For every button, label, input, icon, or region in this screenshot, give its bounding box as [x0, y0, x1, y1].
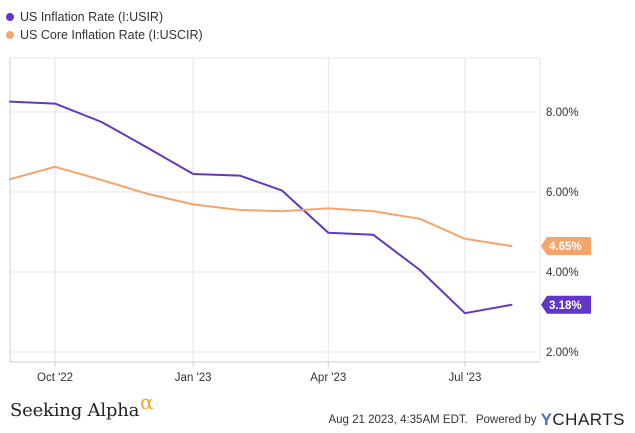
last-value-tag-0: [541, 295, 591, 314]
legend-dot-icon: [6, 31, 14, 39]
y-tick-label: 2.00%: [546, 347, 579, 359]
ycharts-brand-text: CHARTS: [552, 410, 625, 429]
last-value-label-1: 4.65%: [549, 241, 582, 253]
x-tick-label: Jul '23: [448, 372, 481, 384]
legend-item-us-inflation[interactable]: US Inflation Rate (I:USIR): [6, 8, 203, 26]
chart-footer: Aug 21 2023, 4:35AM EDT. Powered by YCHA…: [328, 410, 625, 430]
last-value-label-0: 3.18%: [549, 300, 582, 312]
seeking-alpha-logo[interactable]: Seeking Alphaα: [10, 390, 154, 421]
last-value-tags: 3.18% 4.65%: [541, 237, 591, 314]
chart-axes: 2.00% 4.00% 6.00% 8.00% Oct '22 Jan '23 Apr '2…: [10, 107, 579, 384]
chart-legend: US Inflation Rate (I:USIR) US Core Infla…: [6, 8, 203, 44]
last-value-tag-1: [541, 237, 591, 255]
y-tick-label: 6.00%: [546, 187, 579, 199]
timestamp: Aug 21 2023, 4:35AM EDT.: [328, 414, 468, 426]
chart-series: [9, 100, 513, 315]
legend-label: US Core Inflation Rate (I:USCIR): [20, 28, 203, 42]
x-tick-label: Oct '22: [37, 372, 73, 384]
ycharts-logo[interactable]: YCHARTS: [541, 410, 625, 430]
powered-by-label: Powered by: [475, 414, 537, 426]
chart-grid: [9, 57, 541, 362]
legend-item-us-core-inflation[interactable]: US Core Inflation Rate (I:USCIR): [6, 26, 203, 44]
logo-text: Seeking Alpha: [10, 400, 140, 421]
x-tick-label: Apr '23: [310, 372, 346, 384]
series-line-1: [9, 165, 513, 247]
legend-dot-icon: [6, 13, 14, 21]
x-tick-label: Jan '23: [175, 372, 212, 384]
y-tick-label: 8.00%: [546, 107, 579, 119]
series-line-0: [9, 100, 513, 315]
legend-label: US Inflation Rate (I:USIR): [20, 10, 164, 24]
ycharts-y-icon: Y: [540, 410, 553, 429]
alpha-icon: α: [140, 390, 154, 414]
y-tick-label: 4.00%: [546, 267, 579, 279]
